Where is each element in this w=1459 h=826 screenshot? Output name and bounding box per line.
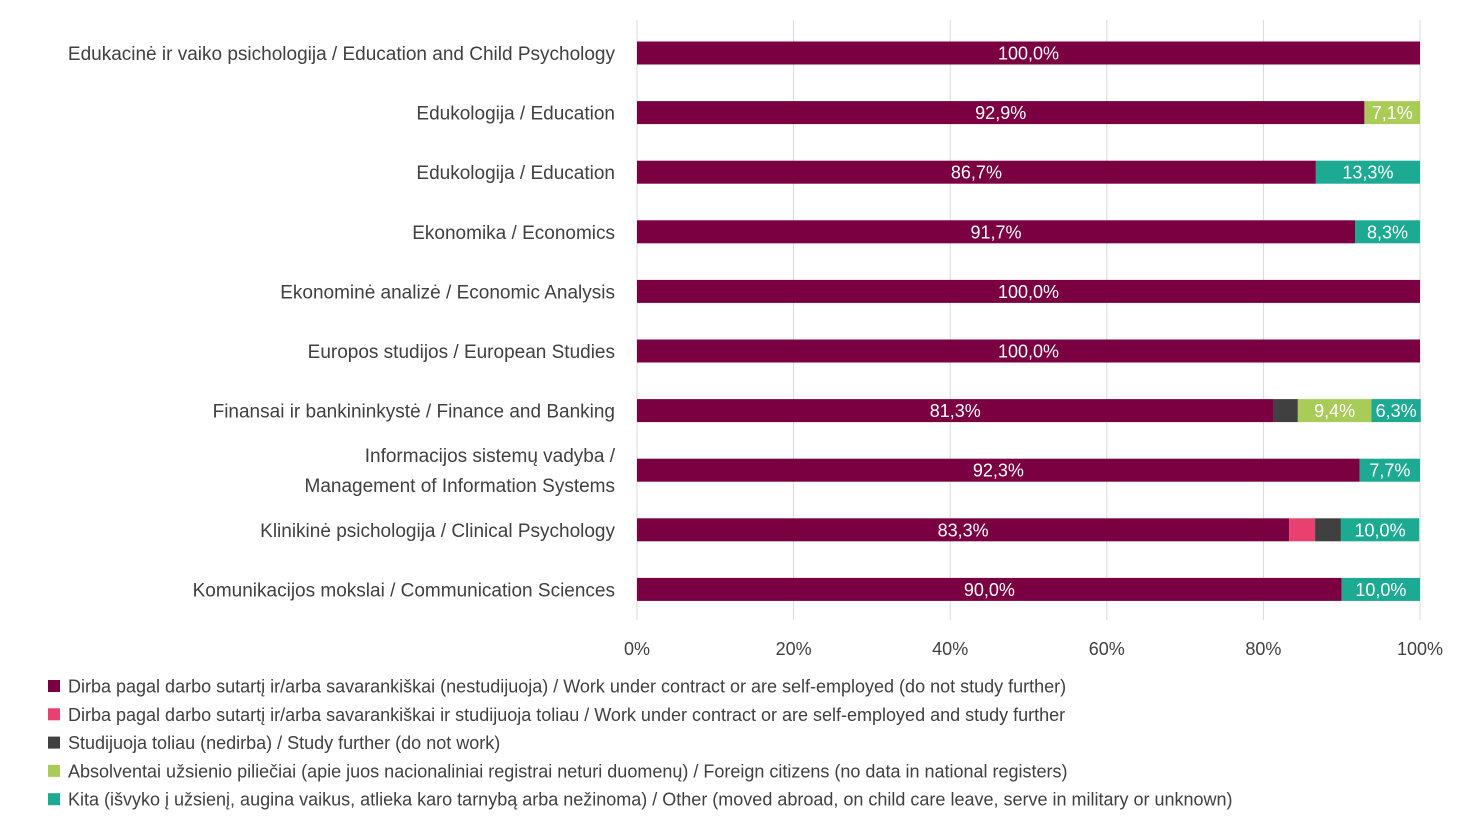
data-label: 9,4% bbox=[1314, 401, 1355, 421]
category-label: Komunikacijos mokslai / Communication Sc… bbox=[193, 580, 615, 601]
x-axis-ticks: 0% 20% 40% 60% 80% 100% bbox=[624, 639, 1443, 659]
category-label: Management of Information Systems bbox=[305, 476, 615, 497]
bar-segment bbox=[1315, 160, 1420, 184]
x-tick-label: 60% bbox=[1089, 639, 1125, 659]
category-label: Europos studijos / European Studies bbox=[308, 342, 615, 363]
bar-segment bbox=[637, 518, 1290, 542]
data-label: 92,3% bbox=[973, 461, 1024, 481]
legend: Dirba pagal darbo sutartį ir/arba savara… bbox=[48, 677, 1233, 810]
category-label: Edukologija / Education bbox=[416, 104, 615, 125]
bar-segment bbox=[1364, 101, 1420, 125]
category-label: Finansai ir bankininkystė / Finance and … bbox=[213, 402, 615, 423]
category-labels: Edukacinė ir vaiko psichologija / Educat… bbox=[68, 44, 616, 601]
bar-segment bbox=[1289, 518, 1316, 542]
data-label: 10,0% bbox=[1355, 580, 1406, 600]
category-label: Edukacinė ir vaiko psichologija / Educat… bbox=[68, 44, 616, 65]
bar-segment bbox=[637, 101, 1365, 125]
legend-label: Absolventai užsienio piliečiai (apie juo… bbox=[68, 761, 1068, 781]
legend-label: Dirba pagal darbo sutartį ir/arba savara… bbox=[68, 705, 1065, 725]
bar-segment bbox=[637, 41, 1420, 65]
bar-segment bbox=[637, 279, 1420, 303]
bar-segment bbox=[1371, 399, 1421, 423]
data-label: 92,9% bbox=[975, 103, 1026, 123]
bars: 100,0% 92,9% 7,1% 86,7% 13,3% 91,7% 8,3% 100,0%… bbox=[637, 41, 1421, 601]
bar-segment bbox=[1340, 518, 1420, 542]
x-tick-label: 100% bbox=[1397, 639, 1443, 659]
x-tick-label: 80% bbox=[1245, 639, 1281, 659]
legend-swatch bbox=[48, 736, 60, 749]
x-tick-label: 0% bbox=[624, 639, 650, 659]
legend-label: Kita (išvyko į užsienį, augina vaikus, a… bbox=[68, 790, 1233, 810]
bar-segment bbox=[637, 339, 1420, 363]
bar-segment bbox=[1355, 220, 1420, 244]
data-label: 100,0% bbox=[998, 342, 1059, 362]
legend-swatch bbox=[48, 793, 60, 806]
legend-label: Studijuoja toliau (nedirba) / Study furt… bbox=[68, 733, 500, 753]
bar-segment bbox=[637, 220, 1356, 244]
data-label: 83,3% bbox=[938, 520, 989, 540]
category-label: Ekonomika / Economics bbox=[412, 223, 615, 244]
bar-segment bbox=[637, 399, 1274, 423]
bar-segment bbox=[1359, 458, 1420, 482]
data-label: 6,3% bbox=[1376, 401, 1417, 421]
legend-swatch bbox=[48, 708, 60, 721]
data-label: 7,1% bbox=[1372, 103, 1413, 123]
category-label: Ekonominė analizė / Economic Analysis bbox=[280, 282, 615, 303]
bar-segment bbox=[1341, 577, 1420, 601]
bar-segment bbox=[1315, 518, 1341, 542]
bar-segment bbox=[637, 160, 1316, 184]
data-label: 100,0% bbox=[998, 44, 1059, 64]
data-label: 10,0% bbox=[1355, 520, 1406, 540]
bar-segment bbox=[1297, 399, 1372, 423]
data-label: 8,3% bbox=[1367, 222, 1408, 242]
category-label: Edukologija / Education bbox=[416, 163, 615, 184]
category-label: Informacijos sistemų vadyba / bbox=[365, 446, 616, 467]
legend-swatch bbox=[48, 680, 60, 692]
legend-swatch bbox=[48, 764, 60, 777]
bar-segment bbox=[637, 458, 1360, 482]
bar-segment bbox=[1273, 399, 1298, 423]
data-label: 91,7% bbox=[970, 222, 1021, 242]
data-label: 100,0% bbox=[998, 282, 1059, 302]
data-label: 7,7% bbox=[1369, 461, 1410, 481]
legend-label: Dirba pagal darbo sutartį ir/arba savara… bbox=[68, 677, 1066, 697]
category-label: Klinikinė psichologija / Clinical Psycho… bbox=[260, 521, 615, 542]
data-label: 86,7% bbox=[951, 163, 1002, 183]
x-tick-label: 40% bbox=[932, 639, 968, 659]
data-label: 90,0% bbox=[964, 580, 1015, 600]
data-label: 81,3% bbox=[930, 401, 981, 421]
data-label: 13,3% bbox=[1342, 163, 1393, 183]
bar-segment bbox=[637, 577, 1342, 601]
x-tick-label: 20% bbox=[776, 639, 812, 659]
